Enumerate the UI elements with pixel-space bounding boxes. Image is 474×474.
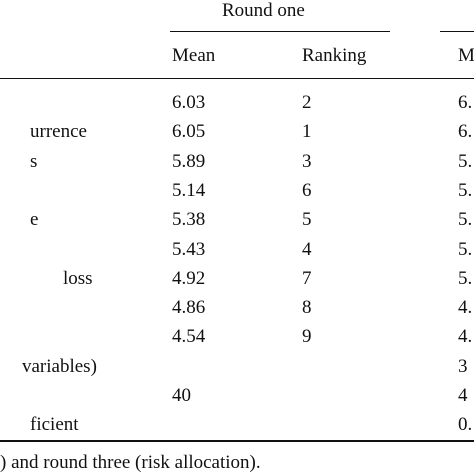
cell: 6.	[458, 121, 473, 143]
bottom-rule	[0, 440, 474, 442]
group-rule	[170, 31, 390, 32]
cell: 0.	[458, 414, 473, 436]
row-label: s	[30, 150, 38, 172]
cell: 5.	[458, 179, 473, 201]
cell: 40	[172, 385, 191, 406]
cell: 5	[302, 209, 312, 231]
column-header: M	[458, 45, 474, 66]
cell: 5.	[458, 238, 473, 260]
cell: 3	[302, 150, 312, 172]
row-label: ficient	[30, 414, 79, 436]
cell: 4.54	[172, 326, 206, 348]
group-rule	[440, 31, 474, 32]
cell: 5.	[458, 209, 473, 231]
cell: 5.38	[172, 209, 206, 231]
row-label: urrence	[30, 121, 87, 143]
group-header: Round one	[222, 0, 305, 21]
cell: 4.	[458, 326, 473, 348]
cell: 6.03	[172, 92, 206, 113]
cell: 5.43	[172, 238, 206, 260]
cell: 5.	[458, 267, 473, 289]
cell: 6.05	[172, 121, 206, 143]
cell: 5.	[458, 150, 473, 172]
row-label: variables)	[22, 355, 97, 377]
row-label: loss	[63, 267, 93, 289]
cell: 4.86	[172, 297, 206, 319]
column-header: Mean	[172, 45, 216, 66]
header-rule	[0, 78, 474, 79]
cell: 6.	[458, 92, 473, 113]
row-label: e	[30, 209, 39, 231]
cell: 9	[302, 326, 312, 348]
cell: 3	[458, 355, 468, 377]
cell: 4.92	[172, 267, 206, 289]
cell: 8	[302, 297, 312, 319]
cell: 5.14	[172, 179, 206, 201]
cell: 4	[458, 385, 468, 406]
cell: 4.	[458, 297, 473, 319]
cell: 7	[302, 267, 312, 289]
cell: 6	[302, 179, 312, 201]
cell: 5.89	[172, 150, 206, 172]
column-header: Ranking	[302, 45, 367, 66]
footnote: ) and round three (risk allocation).	[0, 452, 261, 473]
cell: 1	[302, 121, 312, 143]
cell: 2	[302, 92, 312, 113]
cell: 4	[302, 238, 312, 260]
